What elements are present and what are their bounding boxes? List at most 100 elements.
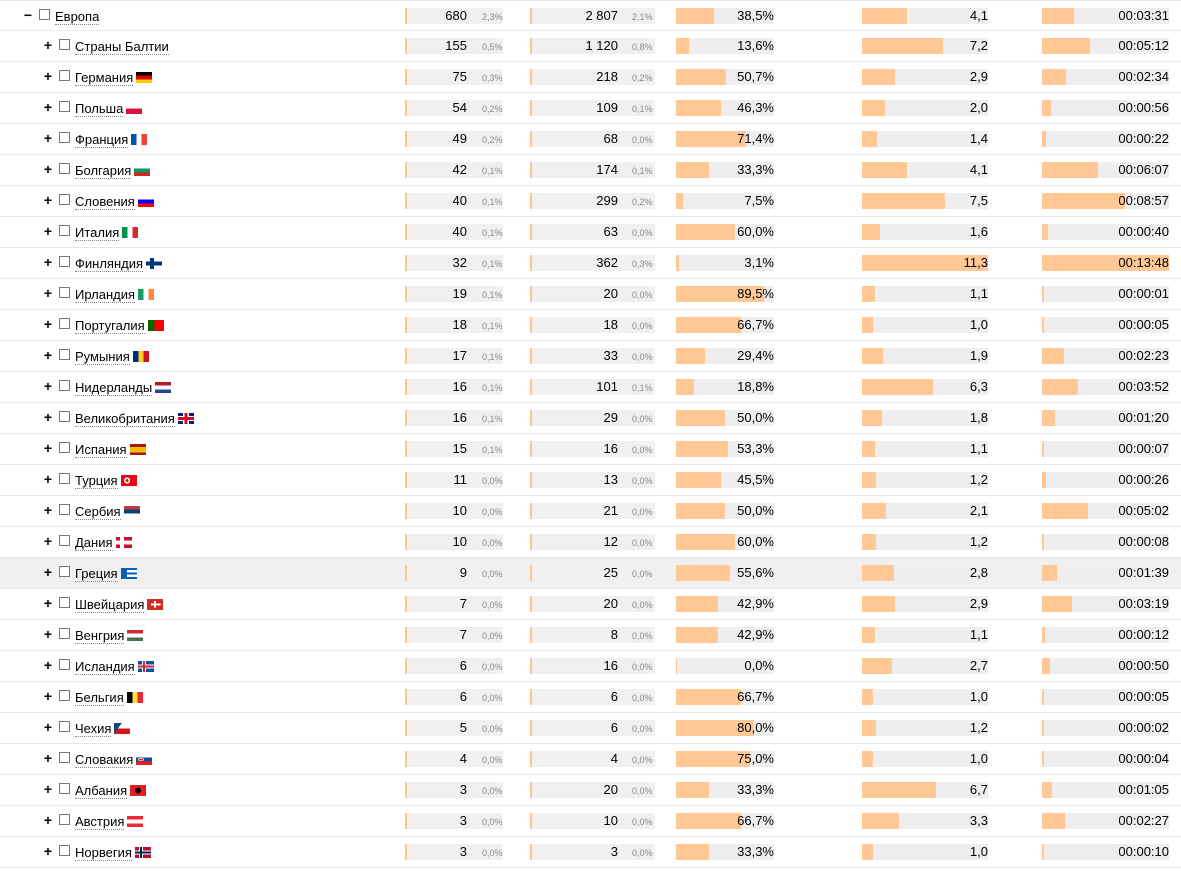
row-checkbox[interactable]: [59, 194, 70, 205]
table-row[interactable]: + Нидерланды 16 0,1% 101 0,1% 18,8% 6,3 00:03:52: [0, 372, 1181, 403]
expand-toggle-icon[interactable]: +: [43, 37, 53, 53]
expand-toggle-icon[interactable]: +: [43, 843, 53, 859]
table-row[interactable]: + Исландия 6 0,0% 16 0,0% 0,0% 2,7 00:00:50: [0, 651, 1181, 682]
expand-toggle-icon[interactable]: +: [43, 657, 53, 673]
expand-toggle-icon[interactable]: +: [43, 192, 53, 208]
table-row[interactable]: + Болгария 42 0,1% 174 0,1% 33,3% 4,1 00:06:07: [0, 155, 1181, 186]
table-row[interactable]: + Италия 40 0,1% 63 0,0% 60,0% 1,6 00:00:40: [0, 217, 1181, 248]
region-link[interactable]: Болгария: [75, 163, 132, 179]
expand-toggle-icon[interactable]: +: [43, 316, 53, 332]
region-link[interactable]: Турция: [75, 473, 118, 489]
expand-toggle-icon[interactable]: +: [43, 285, 53, 301]
region-link[interactable]: Португалия: [75, 318, 145, 334]
table-row[interactable]: + Австрия 3 0,0% 10 0,0% 66,7% 3,3 00:02:27: [0, 806, 1181, 837]
table-row[interactable]: + Германия 75 0,3% 218 0,2% 50,7% 2,9 00:02:34: [0, 62, 1181, 93]
region-link[interactable]: Греция: [75, 566, 118, 582]
region-link[interactable]: Европа: [55, 9, 100, 25]
expand-toggle-icon[interactable]: +: [43, 781, 53, 797]
region-link[interactable]: Венгрия: [75, 628, 125, 644]
row-checkbox[interactable]: [39, 9, 50, 20]
expand-toggle-icon[interactable]: +: [43, 688, 53, 704]
row-checkbox[interactable]: [59, 535, 70, 546]
row-checkbox[interactable]: [59, 39, 70, 50]
row-checkbox[interactable]: [59, 504, 70, 515]
region-link[interactable]: Страны Балтии: [75, 39, 169, 55]
table-row[interactable]: + Испания 15 0,1% 16 0,0% 53,3% 1,1 00:00:07: [0, 434, 1181, 465]
row-checkbox[interactable]: [59, 566, 70, 577]
expand-toggle-icon[interactable]: +: [43, 409, 53, 425]
region-link[interactable]: Румыния: [75, 349, 130, 365]
table-row[interactable]: − Европа 680 2,3% 2 807 2,1% 38,5% 4,1 00:03:31: [0, 0, 1181, 31]
table-row[interactable]: + Чехия 5 0,0% 6 0,0% 80,0% 1,2 00:00:02: [0, 713, 1181, 744]
row-checkbox[interactable]: [59, 721, 70, 732]
region-link[interactable]: Франция: [75, 132, 129, 148]
table-row[interactable]: + Словакия 4 0,0% 4 0,0% 75,0% 1,0 00:00:04: [0, 744, 1181, 775]
row-checkbox[interactable]: [59, 752, 70, 763]
row-checkbox[interactable]: [59, 814, 70, 825]
table-row[interactable]: + Венгрия 7 0,0% 8 0,0% 42,9% 1,1 00:00:12: [0, 620, 1181, 651]
row-checkbox[interactable]: [59, 690, 70, 701]
row-checkbox[interactable]: [59, 442, 70, 453]
region-link[interactable]: Бельгия: [75, 690, 124, 706]
expand-toggle-icon[interactable]: +: [43, 378, 53, 394]
table-row[interactable]: + Дания 10 0,0% 12 0,0% 60,0% 1,2 00:00:08: [0, 527, 1181, 558]
table-row[interactable]: + Страны Балтии 155 0,5% 1 120 0,8% 13,6% 7,2 00…: [0, 31, 1181, 62]
expand-toggle-icon[interactable]: +: [43, 564, 53, 580]
row-checkbox[interactable]: [59, 628, 70, 639]
table-row[interactable]: + Греция 9 0,0% 25 0,0% 55,6% 2,8 00:01:39: [0, 558, 1181, 589]
region-link[interactable]: Сербия: [75, 504, 121, 520]
row-checkbox[interactable]: [59, 473, 70, 484]
row-checkbox[interactable]: [59, 256, 70, 267]
expand-toggle-icon[interactable]: +: [43, 161, 53, 177]
expand-toggle-icon[interactable]: +: [43, 719, 53, 735]
row-checkbox[interactable]: [59, 411, 70, 422]
table-row[interactable]: + Великобритания 16 0,1% 29 0,0% 50,0% 1,8 00:01…: [0, 403, 1181, 434]
table-row[interactable]: + Норвегия 3 0,0% 3 0,0% 33,3% 1,0 00:00:10: [0, 837, 1181, 868]
region-link[interactable]: Швейцария: [75, 597, 145, 613]
region-link[interactable]: Италия: [75, 225, 120, 241]
expand-toggle-icon[interactable]: +: [43, 68, 53, 84]
expand-toggle-icon[interactable]: +: [43, 347, 53, 363]
region-link[interactable]: Германия: [75, 70, 134, 86]
table-row[interactable]: + Финляндия 32 0,1% 362 0,3% 3,1% 11,3 00:13:48: [0, 248, 1181, 279]
table-row[interactable]: + Швейцария 7 0,0% 20 0,0% 42,9% 2,9 00:03:19: [0, 589, 1181, 620]
region-link[interactable]: Словения: [75, 194, 135, 210]
region-link[interactable]: Чехия: [75, 721, 112, 737]
expand-toggle-icon[interactable]: +: [43, 533, 53, 549]
row-checkbox[interactable]: [59, 659, 70, 670]
table-row[interactable]: + Франция 49 0,2% 68 0,0% 71,4% 1,4 00:00:22: [0, 124, 1181, 155]
row-checkbox[interactable]: [59, 845, 70, 856]
table-row[interactable]: + Румыния 17 0,1% 33 0,0% 29,4% 1,9 00:02:23: [0, 341, 1181, 372]
row-checkbox[interactable]: [59, 287, 70, 298]
row-checkbox[interactable]: [59, 132, 70, 143]
table-row[interactable]: + Турция 11 0,0% 13 0,0% 45,5% 1,2 00:00:26: [0, 465, 1181, 496]
expand-toggle-icon[interactable]: +: [43, 440, 53, 456]
row-checkbox[interactable]: [59, 70, 70, 81]
expand-toggle-icon[interactable]: +: [43, 130, 53, 146]
region-link[interactable]: Дания: [75, 535, 113, 551]
row-checkbox[interactable]: [59, 349, 70, 360]
expand-toggle-icon[interactable]: +: [43, 502, 53, 518]
region-link[interactable]: Австрия: [75, 814, 125, 830]
expand-toggle-icon[interactable]: +: [43, 254, 53, 270]
expand-toggle-icon[interactable]: +: [43, 595, 53, 611]
table-row[interactable]: + Бельгия 6 0,0% 6 0,0% 66,7% 1,0 00:00:05: [0, 682, 1181, 713]
region-link[interactable]: Финляндия: [75, 256, 144, 272]
row-checkbox[interactable]: [59, 597, 70, 608]
expand-toggle-icon[interactable]: +: [43, 471, 53, 487]
collapse-toggle-icon[interactable]: −: [23, 7, 33, 23]
region-link[interactable]: Польша: [75, 101, 124, 117]
region-link[interactable]: Албания: [75, 783, 128, 799]
table-row[interactable]: + Португалия 18 0,1% 18 0,0% 66,7% 1,0 00:00:05: [0, 310, 1181, 341]
region-link[interactable]: Испания: [75, 442, 127, 458]
region-link[interactable]: Норвегия: [75, 845, 132, 861]
expand-toggle-icon[interactable]: +: [43, 99, 53, 115]
row-checkbox[interactable]: [59, 101, 70, 112]
region-link[interactable]: Ирландия: [75, 287, 136, 303]
region-link[interactable]: Словакия: [75, 752, 134, 768]
expand-toggle-icon[interactable]: +: [43, 750, 53, 766]
table-row[interactable]: + Ирландия 19 0,1% 20 0,0% 89,5% 1,1 00:00:01: [0, 279, 1181, 310]
region-link[interactable]: Нидерланды: [75, 380, 153, 396]
expand-toggle-icon[interactable]: +: [43, 223, 53, 239]
row-checkbox[interactable]: [59, 318, 70, 329]
